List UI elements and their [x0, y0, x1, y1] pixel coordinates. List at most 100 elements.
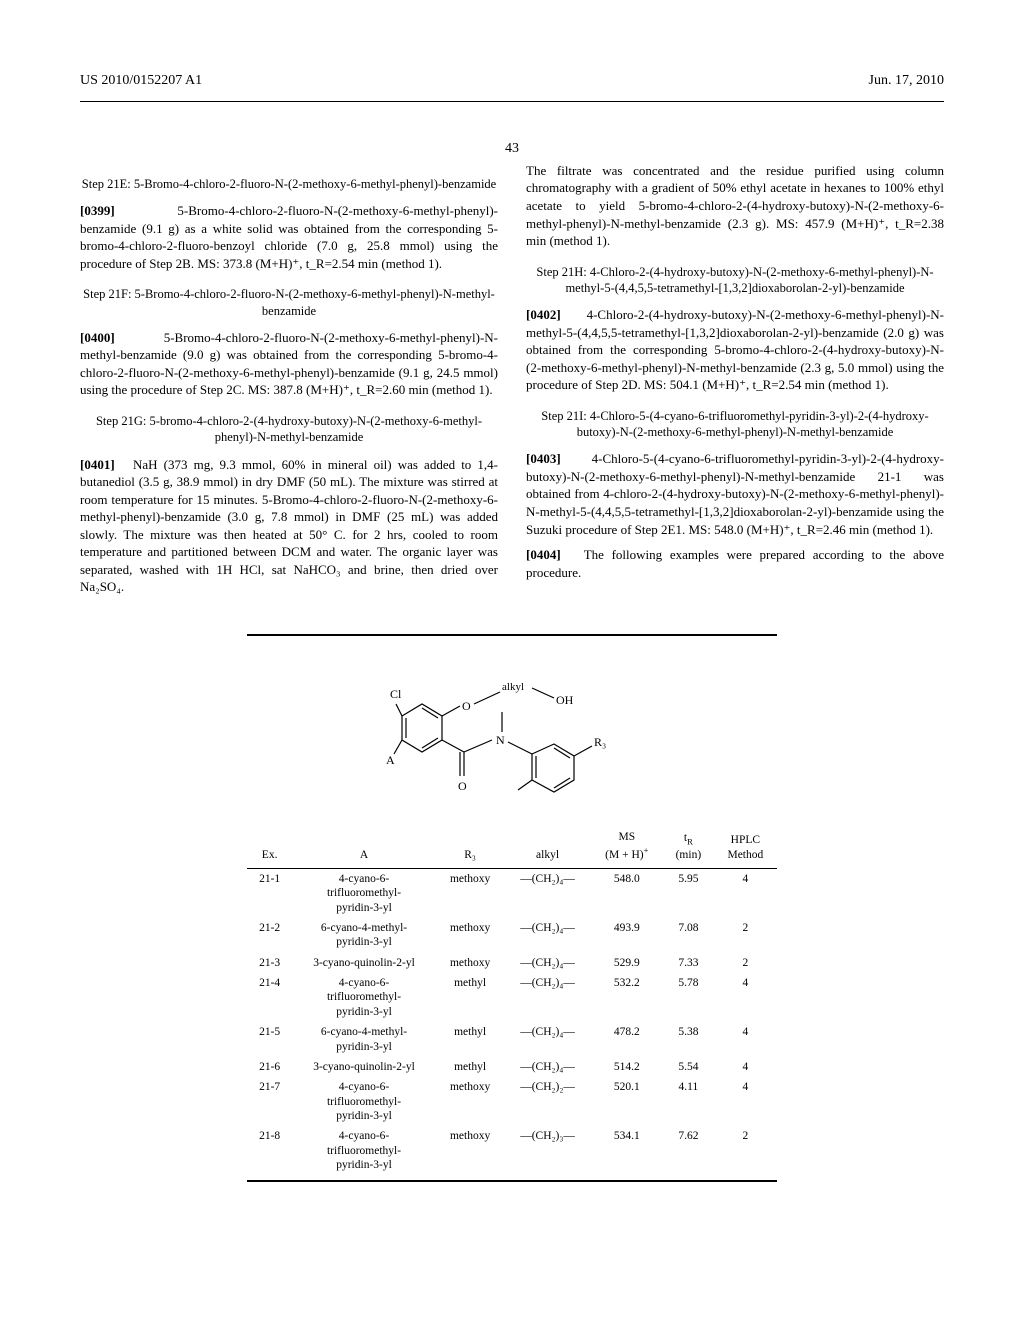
cell-tr: 5.78: [663, 973, 714, 1022]
cell-tr: 7.08: [663, 918, 714, 953]
table-row: 21-14-cyano-6-trifluoromethyl-pyridin-3-…: [247, 868, 777, 918]
step-21g-title: Step 21G: 5-bromo-4-chloro-2-(4-hydroxy-…: [80, 413, 498, 446]
cell-ms: 514.2: [591, 1057, 663, 1077]
cell-tr: 4.11: [663, 1077, 714, 1126]
cell-alkyl: —(CH₂)₄—: [504, 973, 590, 1022]
cell-ex: 21-7: [247, 1077, 292, 1126]
cell-tr: 5.54: [663, 1057, 714, 1077]
th-method: HPLCMethod: [714, 826, 777, 868]
svg-text:O: O: [458, 779, 467, 793]
cell-r3: methoxy: [436, 918, 505, 953]
cell-ex: 21-4: [247, 973, 292, 1022]
cell-ex: 21-5: [247, 1022, 292, 1057]
cell-ms: 548.0: [591, 868, 663, 918]
cell-alkyl: —(CH₂)₄—: [504, 918, 590, 953]
table-row: 21-84-cyano-6-trifluoromethyl-pyridin-3-…: [247, 1126, 777, 1175]
cell-alkyl: —(CH₂)₂—: [504, 1077, 590, 1126]
cell-tr: 7.62: [663, 1126, 714, 1175]
cell-ms: 478.2: [591, 1022, 663, 1057]
two-column-layout: Step 21E: 5-Bromo-4-chloro-2-fluoro-N-(2…: [80, 162, 944, 604]
cell-a: 4-cyano-6-trifluoromethyl-pyridin-3-yl: [292, 868, 435, 918]
svg-text:alkyl: alkyl: [502, 681, 524, 693]
cell-method: 4: [714, 1022, 777, 1057]
svg-text:N: N: [496, 733, 505, 747]
header-rule: [80, 101, 944, 102]
cell-a: 6-cyano-4-methyl-pyridin-3-yl: [292, 918, 435, 953]
cell-r3: methoxy: [436, 953, 505, 973]
cell-ms: 534.1: [591, 1126, 663, 1175]
cell-ms: 493.9: [591, 918, 663, 953]
th-a: A: [292, 826, 435, 868]
cell-a: 4-cyano-6-trifluoromethyl-pyridin-3-yl: [292, 1077, 435, 1126]
para-0402: [0402] 4-Chloro-2-(4-hydroxy-butoxy)-N-(…: [526, 306, 944, 394]
left-column: Step 21E: 5-Bromo-4-chloro-2-fluoro-N-(2…: [80, 162, 498, 604]
cell-r3: methoxy: [436, 1077, 505, 1126]
cell-method: 4: [714, 868, 777, 918]
cell-ex: 21-3: [247, 953, 292, 973]
cell-ex: 21-1: [247, 868, 292, 918]
cell-tr: 5.95: [663, 868, 714, 918]
cell-r3: methoxy: [436, 868, 505, 918]
cell-ms: 520.1: [591, 1077, 663, 1126]
svg-text:A: A: [386, 753, 395, 767]
para-0401-text: NaH (373 mg, 9.3 mmol, 60% in mineral oi…: [80, 457, 498, 595]
cell-ex: 21-2: [247, 918, 292, 953]
chemical-structure-diagram: Cl A O alkyl OH O N: [80, 656, 944, 806]
table-row: 21-44-cyano-6-trifluoromethyl-pyridin-3-…: [247, 973, 777, 1022]
cell-ex: 21-8: [247, 1126, 292, 1175]
cell-method: 2: [714, 953, 777, 973]
cell-method: 4: [714, 1057, 777, 1077]
cell-r3: methyl: [436, 973, 505, 1022]
para-0400: [0400] 5-Bromo-4-chloro-2-fluoro-N-(2-me…: [80, 329, 498, 399]
step-21h-title: Step 21H: 4-Chloro-2-(4-hydroxy-butoxy)-…: [526, 264, 944, 297]
cell-tr: 7.33: [663, 953, 714, 973]
cell-a: 4-cyano-6-trifluoromethyl-pyridin-3-yl: [292, 1126, 435, 1175]
th-ex: Ex.: [247, 826, 292, 868]
step-21i-title: Step 21I: 4-Chloro-5-(4-cyano-6-trifluor…: [526, 408, 944, 441]
para-num-0404: [0404]: [526, 547, 561, 562]
table-row: 21-63-cyano-quinolin-2-ylmethyl—(CH₂)₄—5…: [247, 1057, 777, 1077]
svg-text:R₃: R₃: [594, 735, 606, 749]
table-header: Ex. A R₃ alkyl MS(M + H)+ tR(min) HPLCMe…: [247, 826, 777, 868]
cell-a: 3-cyano-quinolin-2-yl: [292, 953, 435, 973]
para-num-0399: [0399]: [80, 203, 115, 218]
th-alkyl: alkyl: [504, 826, 590, 868]
para-0404-text: The following examples were prepared acc…: [526, 547, 944, 580]
cell-a: 6-cyano-4-methyl-pyridin-3-yl: [292, 1022, 435, 1057]
step-21f-title: Step 21F: 5-Bromo-4-chloro-2-fluoro-N-(2…: [80, 286, 498, 319]
cell-alkyl: —(CH₂)₄—: [504, 868, 590, 918]
para-num-0401: [0401]: [80, 457, 115, 472]
structure-svg-icon: Cl A O alkyl OH O N: [342, 656, 682, 806]
para-0404: [0404] The following examples were prepa…: [526, 546, 944, 581]
para-0403-text: 4-Chloro-5-(4-cyano-6-trifluoromethyl-py…: [526, 451, 944, 536]
table-row: 21-74-cyano-6-trifluoromethyl-pyridin-3-…: [247, 1077, 777, 1126]
para-num-0400: [0400]: [80, 330, 115, 345]
para-num-0403: [0403]: [526, 451, 561, 466]
cell-method: 4: [714, 973, 777, 1022]
para-0401: [0401] NaH (373 mg, 9.3 mmol, 60% in min…: [80, 456, 498, 596]
para-0400-text: 5-Bromo-4-chloro-2-fluoro-N-(2-methoxy-6…: [80, 330, 498, 398]
th-ms: MS(M + H)+: [591, 826, 663, 868]
cell-a: 4-cyano-6-trifluoromethyl-pyridin-3-yl: [292, 973, 435, 1022]
compound-table: Ex. A R₃ alkyl MS(M + H)+ tR(min) HPLCMe…: [247, 826, 777, 1176]
para-0399-text: 5-Bromo-4-chloro-2-fluoro-N-(2-methoxy-6…: [80, 203, 498, 271]
svg-text:OH: OH: [556, 693, 574, 707]
compound-table-section: Cl A O alkyl OH O N: [80, 634, 944, 1182]
pub-date: Jun. 17, 2010: [869, 72, 944, 91]
cell-a: 3-cyano-quinolin-2-yl: [292, 1057, 435, 1077]
th-r3: R₃: [436, 826, 505, 868]
right-column: The filtrate was concentrated and the re…: [526, 162, 944, 604]
table-row: 21-26-cyano-4-methyl-pyridin-3-ylmethoxy…: [247, 918, 777, 953]
table-row: 21-56-cyano-4-methyl-pyridin-3-ylmethyl—…: [247, 1022, 777, 1057]
para-0399: [0399] 5-Bromo-4-chloro-2-fluoro-N-(2-me…: [80, 202, 498, 272]
page-number: 43: [505, 140, 519, 159]
doc-number: US 2010/0152207 A1: [80, 72, 202, 91]
cell-alkyl: —(CH₂)₃—: [504, 1126, 590, 1175]
cell-r3: methyl: [436, 1057, 505, 1077]
cell-ms: 529.9: [591, 953, 663, 973]
cell-tr: 5.38: [663, 1022, 714, 1057]
th-tr: tR(min): [663, 826, 714, 868]
svg-text:O: O: [462, 699, 471, 713]
cell-alkyl: —(CH₂)₄—: [504, 1022, 590, 1057]
page-header: US 2010/0152207 A1 Jun. 17, 2010: [80, 72, 944, 91]
